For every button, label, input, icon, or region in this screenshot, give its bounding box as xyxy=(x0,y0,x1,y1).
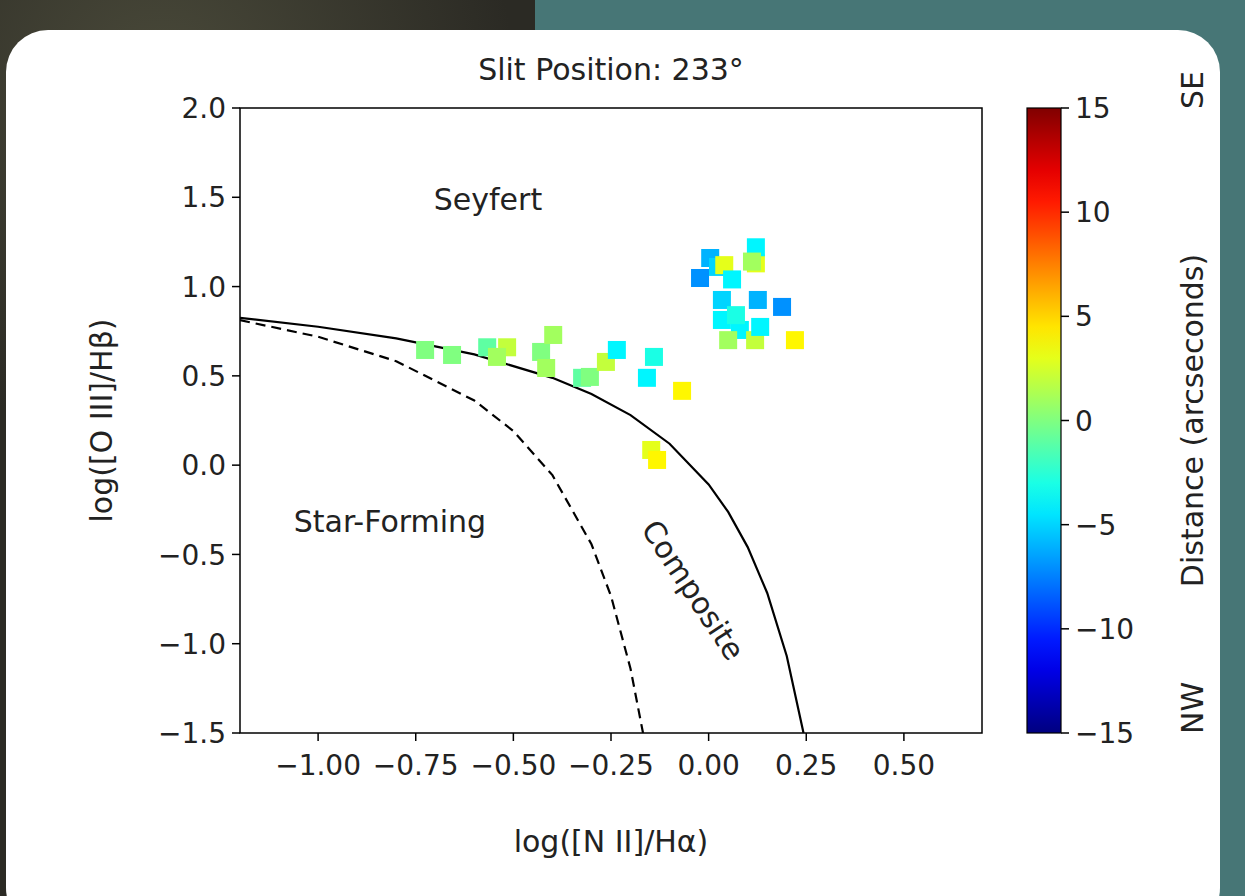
x-tick xyxy=(806,733,808,741)
y-tick-label: −1.5 xyxy=(158,717,226,750)
region-label: Seyfert xyxy=(434,182,543,217)
colorbar-tick-label: 15 xyxy=(1075,92,1111,125)
y-tick-label: 1.5 xyxy=(181,181,226,214)
data-point xyxy=(544,326,562,344)
data-point xyxy=(749,291,767,309)
data-point xyxy=(581,368,599,386)
x-tick-label: −0.50 xyxy=(470,749,556,782)
x-tick-label: −1.00 xyxy=(275,749,361,782)
region-label: Star-Forming xyxy=(294,504,486,539)
data-point xyxy=(645,348,663,366)
y-tick-label: 0.5 xyxy=(181,360,226,393)
data-point xyxy=(673,382,691,400)
y-axis-title: log([O III]/Hβ) xyxy=(84,318,119,522)
data-point xyxy=(488,348,506,366)
y-tick-label: 2.0 xyxy=(181,92,226,125)
data-point xyxy=(638,369,656,387)
x-tick xyxy=(513,733,515,741)
x-tick-label: −0.25 xyxy=(568,749,654,782)
data-point xyxy=(443,346,461,364)
colorbar-tick-label: −10 xyxy=(1075,613,1134,646)
chart-title: Slit Position: 233° xyxy=(478,52,744,87)
dashed-boundary xyxy=(240,320,643,733)
x-tick-label: 0.00 xyxy=(677,749,739,782)
data-layer xyxy=(240,238,804,733)
x-tick xyxy=(708,733,710,741)
colorbar-tick xyxy=(1061,420,1069,422)
x-tick-label: 0.50 xyxy=(873,749,935,782)
x-axis-title: log([N II]/Hα) xyxy=(514,824,709,859)
colorbar-tick-label: −5 xyxy=(1075,509,1116,542)
data-point xyxy=(648,451,666,469)
y-tick xyxy=(232,554,240,556)
data-point xyxy=(691,269,709,287)
colorbar-tick xyxy=(1061,107,1069,109)
plot-frame xyxy=(240,108,982,733)
colorbar-tick xyxy=(1061,524,1069,526)
colorbar-tick-label: 5 xyxy=(1075,300,1093,333)
x-tick-label: 0.25 xyxy=(775,749,837,782)
y-tick xyxy=(232,643,240,645)
region-label: Composite xyxy=(634,514,751,667)
colorbar-end-label: SE xyxy=(1175,71,1210,109)
data-point xyxy=(416,341,434,359)
colorbar-tick xyxy=(1061,732,1069,734)
y-tick xyxy=(232,197,240,199)
y-tick-label: −0.5 xyxy=(158,539,226,572)
colorbar xyxy=(1027,108,1061,733)
y-tick-label: −1.0 xyxy=(158,628,226,661)
data-point xyxy=(532,343,550,361)
colorbar-tick xyxy=(1061,628,1069,630)
y-tick-label: 1.0 xyxy=(181,271,226,304)
y-tick xyxy=(232,375,240,377)
x-tick xyxy=(317,733,319,741)
data-point xyxy=(743,253,761,271)
colorbar-tick-label: −15 xyxy=(1075,717,1134,750)
data-point xyxy=(719,331,737,349)
colorbar-tick-label: 10 xyxy=(1075,196,1111,229)
y-tick xyxy=(232,464,240,466)
data-point xyxy=(608,341,626,359)
colorbar-title: Distance (arcseconds) xyxy=(1175,254,1210,587)
y-tick xyxy=(232,732,240,734)
y-tick xyxy=(232,286,240,288)
x-tick xyxy=(903,733,905,741)
colorbar-end-label: NW xyxy=(1175,682,1210,734)
x-tick xyxy=(610,733,612,741)
colorbar-tick-label: 0 xyxy=(1075,405,1093,438)
x-tick-label: −0.75 xyxy=(373,749,459,782)
y-tick-label: 0.0 xyxy=(181,449,226,482)
data-point xyxy=(751,318,769,336)
data-point xyxy=(537,359,555,377)
data-point xyxy=(773,298,791,316)
data-point xyxy=(723,270,741,288)
solid-boundary xyxy=(240,318,804,733)
colorbar-tick xyxy=(1061,211,1069,213)
x-tick xyxy=(415,733,417,741)
data-point xyxy=(727,306,745,324)
colorbar-tick xyxy=(1061,316,1069,318)
chart: Slit Position: 233°−1.00−0.75−0.50−0.250… xyxy=(0,0,1245,896)
data-point xyxy=(786,331,804,349)
y-tick xyxy=(232,107,240,109)
